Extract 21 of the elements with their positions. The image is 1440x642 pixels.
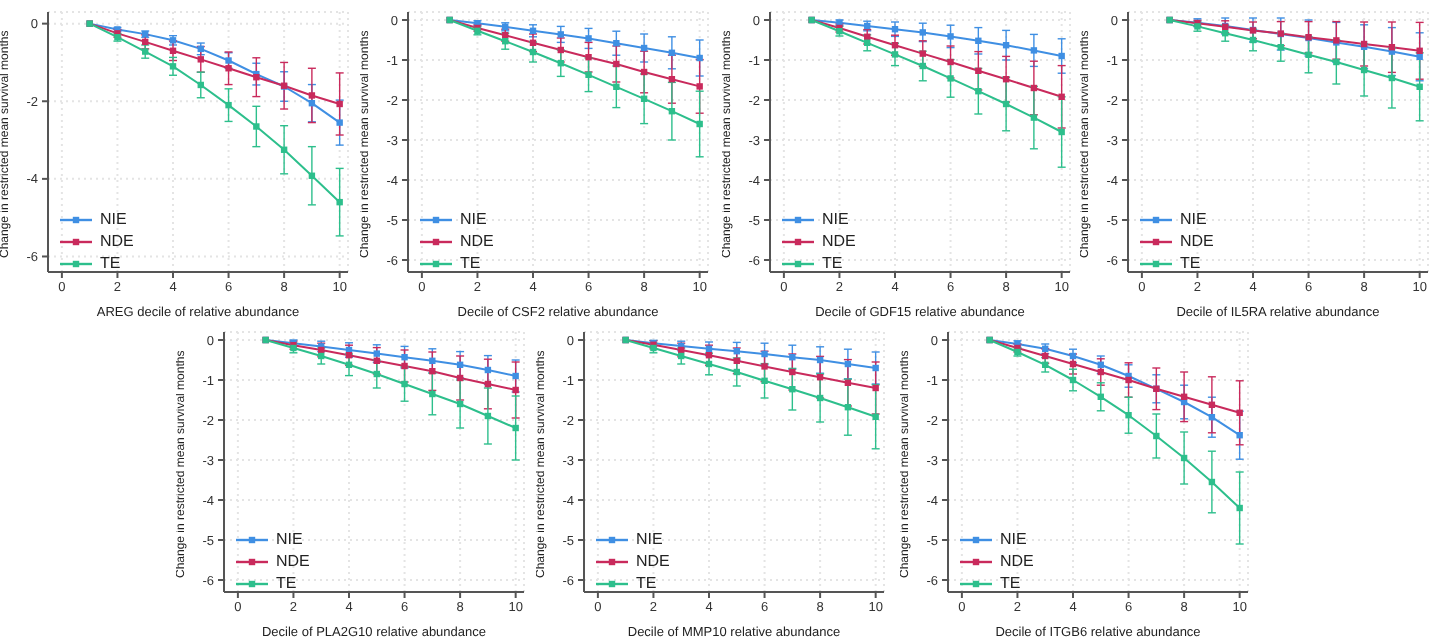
legend-label: NDE [1000,550,1034,572]
legend-label: TE [822,252,843,274]
legend-label: TE [636,572,657,594]
legend-label: NDE [100,230,134,252]
legend-label: TE [460,252,481,274]
legend-label: TE [1180,252,1201,274]
legend-label: NDE [636,550,670,572]
legend-label: NDE [822,230,856,252]
legend-label: NIE [276,528,303,550]
legend-label: TE [276,572,297,594]
legend-label: NIE [100,208,127,230]
legend-label: NIE [1180,208,1207,230]
legend-label: TE [100,252,121,274]
legend-label: NDE [276,550,310,572]
legend-label: NIE [822,208,849,230]
legend-label: NIE [460,208,487,230]
legend-label: NIE [636,528,663,550]
legend-label: TE [1000,572,1021,594]
legend-label: NDE [460,230,494,252]
legend-label: NDE [1180,230,1214,252]
legend-label: NIE [1000,528,1027,550]
